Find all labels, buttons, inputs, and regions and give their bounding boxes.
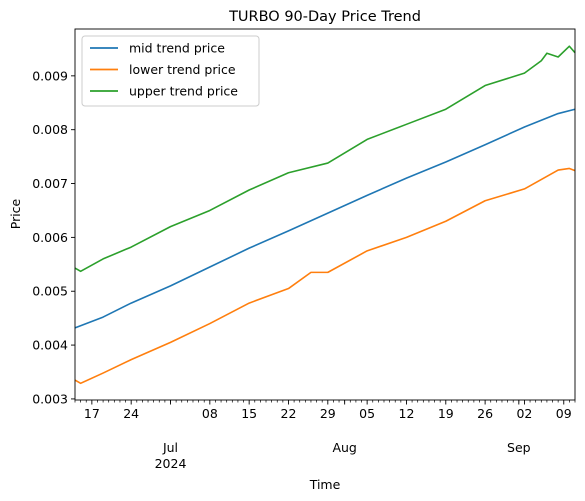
x-axis-label: Time <box>309 477 341 492</box>
series-line-1 <box>74 167 576 385</box>
x-tick-label-3: 15 <box>241 406 257 421</box>
y-axis-label: Price <box>8 198 23 229</box>
x-tick-label-9: 26 <box>477 406 493 421</box>
chart-title: TURBO 90-Day Price Trend <box>228 9 421 25</box>
x-tick-label-11: 09 <box>556 406 572 421</box>
x-tick-label-4: 22 <box>281 406 297 421</box>
x-tick-label-7: 12 <box>399 406 415 421</box>
y-tick-label-5: 0.008 <box>32 122 68 137</box>
x-tick-label-0: 17 <box>84 406 100 421</box>
x-tick-label-2: 08 <box>202 406 218 421</box>
x-month-label-1: Aug <box>332 440 356 455</box>
x-year-label-0: 2024 <box>155 456 187 471</box>
x-tick-label-1: 24 <box>123 406 139 421</box>
x-tick-label-6: 05 <box>359 406 375 421</box>
x-month-label-0: Jul <box>162 440 178 455</box>
x-month-label-2: Sep <box>507 440 531 455</box>
x-tick-label-10: 02 <box>516 406 532 421</box>
y-tick-label-3: 0.006 <box>32 230 68 245</box>
y-tick-label-6: 0.009 <box>32 68 68 83</box>
y-tick-label-4: 0.007 <box>32 176 68 191</box>
legend-box <box>81 35 260 107</box>
y-tick-label-0: 0.003 <box>32 391 68 406</box>
legend-label-0: mid trend price <box>129 41 225 56</box>
legend-label-1: lower trend price <box>129 62 236 77</box>
x-tick-label-5: 29 <box>320 406 336 421</box>
x-tick-label-8: 19 <box>438 406 454 421</box>
plot-frame <box>74 28 576 401</box>
legend: mid trend price lower trend price upper tr… <box>81 35 260 107</box>
y-tick-label-2: 0.005 <box>32 284 68 299</box>
legend-label-2: upper trend price <box>129 84 238 99</box>
plot-area: 0.003 0.004 0.005 0.006 0.007 0.008 0.009 17 24 0… <box>32 28 576 471</box>
y-tick-label-1: 0.004 <box>32 338 68 353</box>
series-line-0 <box>74 108 576 329</box>
series-line-2 <box>74 45 576 273</box>
